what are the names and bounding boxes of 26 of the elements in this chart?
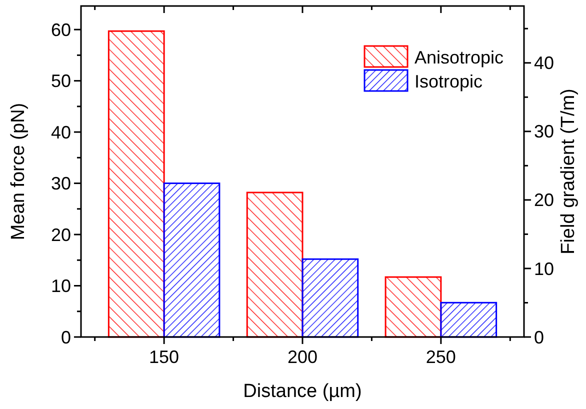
x-axis-title: Distance (µm) (243, 381, 362, 402)
bar (246, 192, 304, 338)
y-axis-title: Mean force (pN) (8, 102, 29, 240)
y2-axis-title: Field gradient (T/m) (558, 88, 579, 254)
y-tick-label: 0 (60, 327, 71, 348)
y-tick-label: 30 (50, 174, 71, 194)
y-tick-label: 40 (50, 122, 71, 142)
x-tick-label: 200 (287, 347, 318, 367)
bar (384, 276, 442, 338)
bar (440, 302, 498, 338)
y-tick-label: 10 (50, 276, 71, 296)
legend-label: Anisotropic (414, 47, 504, 68)
x-tick-label: 150 (149, 347, 180, 367)
y2-tick-label: 10 (534, 258, 554, 279)
x-tick-label: 250 (426, 347, 456, 367)
y2-tick-label: 40 (534, 53, 554, 74)
bar (302, 258, 359, 338)
legend-label: Isotropic (414, 71, 483, 92)
bar (108, 30, 165, 338)
y2-tick-label: 20 (534, 190, 554, 210)
y2-tick-label: 0 (534, 327, 544, 348)
bar (163, 182, 220, 338)
y-tick-label: 50 (50, 71, 71, 92)
y-tick-label: 60 (50, 20, 71, 40)
y-tick-label: 20 (50, 224, 71, 245)
y2-tick-label: 30 (534, 122, 554, 142)
